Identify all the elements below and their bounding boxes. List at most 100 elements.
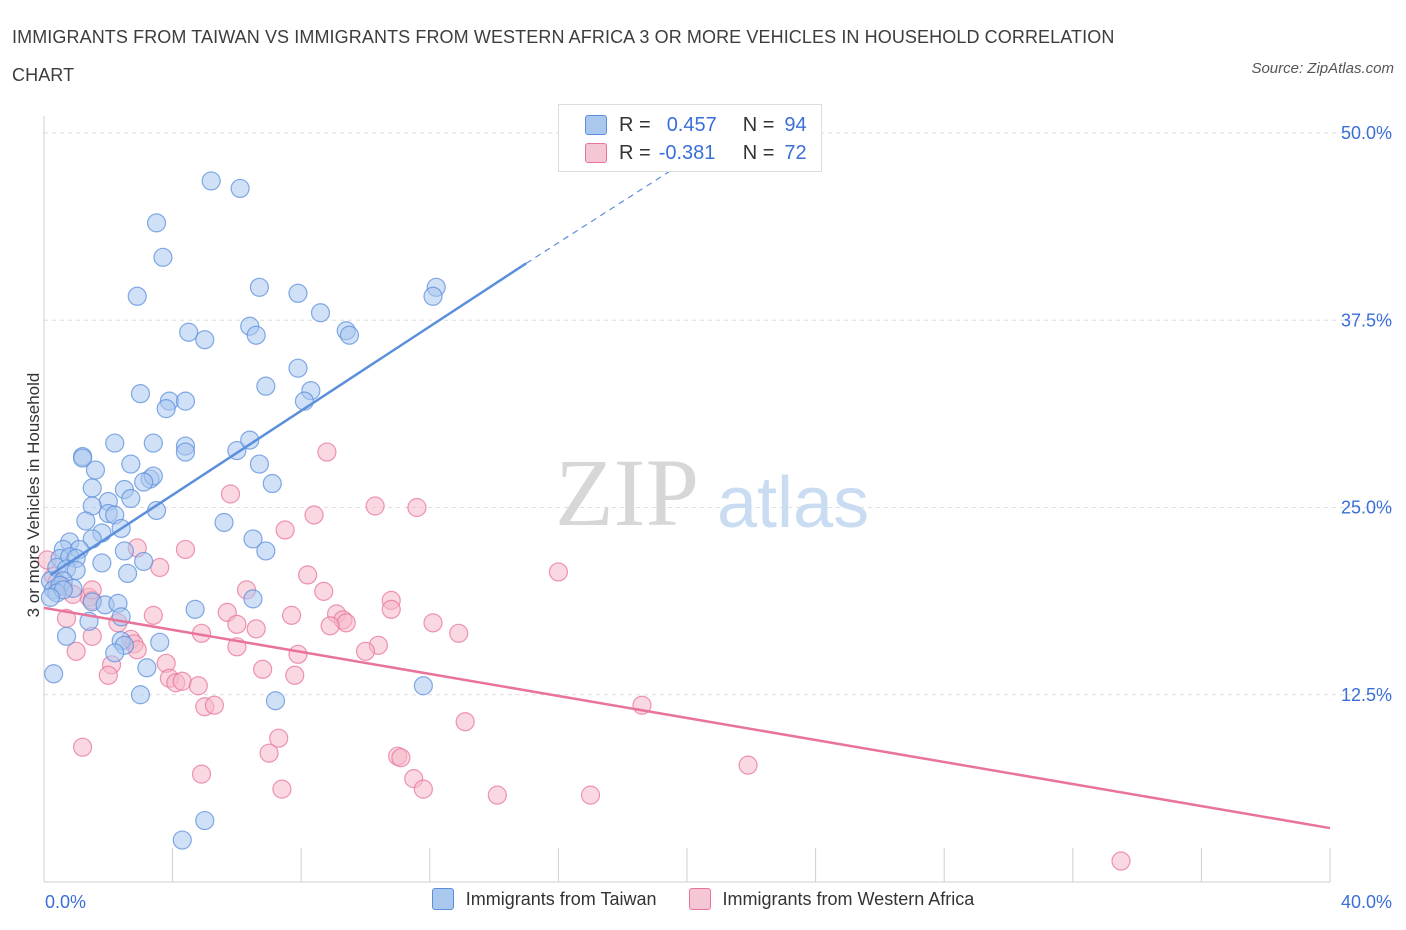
data-point [449, 623, 469, 643]
data-point [320, 616, 340, 636]
data-point [580, 785, 601, 805]
data-point [137, 658, 157, 678]
data-point [259, 743, 279, 763]
data-point [195, 810, 215, 831]
data-point [265, 691, 286, 711]
data-point [156, 399, 176, 419]
data-point [336, 613, 356, 633]
source-label: Source: ZipAtlas.com [1251, 60, 1394, 77]
data-point [391, 748, 411, 768]
watermark: ZIP atlas [555, 439, 869, 546]
data-point [105, 433, 125, 453]
data-point [269, 728, 289, 748]
data-point [40, 587, 61, 607]
data-point [288, 358, 308, 378]
legend-label-taiwan: Immigrants from Taiwan [465, 888, 657, 909]
trend-lines [43, 169, 1331, 830]
data-point [249, 454, 270, 474]
data-point [227, 614, 247, 634]
data-point [150, 632, 170, 652]
y-axis-label: 3 or more Vehicles in Household [24, 373, 43, 618]
data-point [288, 644, 308, 664]
data-point [413, 676, 433, 696]
legend-swatch-taiwan [431, 888, 454, 910]
data-point [240, 430, 260, 450]
data-point [381, 599, 401, 619]
data-point [230, 178, 250, 199]
data-point [127, 286, 147, 306]
data-point [179, 322, 199, 342]
data-point [72, 448, 93, 468]
data-point [72, 737, 93, 757]
data-point [172, 671, 192, 691]
data-point [121, 454, 141, 474]
data-point [298, 565, 318, 585]
data-point [317, 442, 337, 462]
legend-n-value: 72 [784, 141, 807, 164]
legend-r-value: -0.381 [658, 141, 716, 164]
data-point [134, 472, 154, 492]
data-point [272, 779, 292, 799]
chart-title: IMMIGRANTS FROM TAIWAN VS IMMIGRANTS FRO… [12, 27, 1115, 85]
data-point [121, 488, 141, 509]
data-point [253, 659, 273, 679]
data-point [76, 511, 96, 531]
data-point [1111, 851, 1131, 871]
data-point [220, 484, 241, 504]
data-point [201, 171, 221, 191]
data-point [175, 442, 196, 462]
y-tick-label: 37.5% [1341, 310, 1392, 330]
data-point [134, 551, 154, 572]
data-point [355, 641, 376, 661]
data-point [275, 520, 295, 540]
x-tick-label: 40.0% [1341, 892, 1392, 912]
trend-line [43, 606, 1331, 830]
legend-r-value: 0.457 [666, 113, 717, 136]
data-point [256, 376, 276, 396]
data-point [262, 473, 282, 494]
y-tick-label: 25.0% [1341, 498, 1392, 518]
data-point [150, 557, 170, 578]
x-tick-label: 0.0% [45, 892, 86, 912]
data-point [407, 497, 427, 518]
legend-r-label: R = [619, 141, 651, 164]
legend-item-taiwan[interactable]: Immigrants from Taiwan [431, 888, 657, 910]
axes [43, 116, 1331, 883]
legend-item-western-africa[interactable]: Immigrants from Western Africa [688, 888, 974, 910]
data-point [455, 712, 475, 732]
data-point [191, 764, 212, 784]
data-point [365, 496, 385, 516]
data-point [143, 433, 163, 453]
grid-lines [44, 132, 1390, 696]
tick-labels: 12.5% 25.0% 37.5% 50.0% 0.0% 40.0% [45, 123, 1392, 912]
legend-n-label: N = [742, 113, 775, 136]
data-point [423, 613, 443, 633]
trend-line-extension [525, 169, 672, 264]
data-point [143, 605, 163, 625]
data-point [548, 562, 569, 582]
data-point [92, 553, 112, 573]
series-points [40, 171, 446, 850]
data-point [85, 460, 106, 480]
data-point [117, 563, 138, 584]
data-point [153, 247, 173, 267]
data-points [37, 171, 1131, 871]
data-point [285, 665, 305, 685]
data-point [204, 695, 224, 715]
data-point [82, 478, 102, 498]
data-point [130, 685, 151, 705]
data-point [130, 384, 151, 404]
data-point [188, 676, 208, 696]
data-point [738, 755, 758, 775]
data-point [487, 785, 507, 805]
legend-row-taiwan: R = 0.457 N = 94 [585, 112, 807, 138]
data-point [243, 589, 263, 609]
data-point [249, 277, 270, 297]
data-point [214, 512, 234, 533]
legend-swatch-taiwan [585, 115, 607, 135]
data-point [114, 541, 134, 561]
data-point [195, 330, 215, 350]
data-point [44, 664, 64, 684]
data-point [175, 391, 196, 411]
